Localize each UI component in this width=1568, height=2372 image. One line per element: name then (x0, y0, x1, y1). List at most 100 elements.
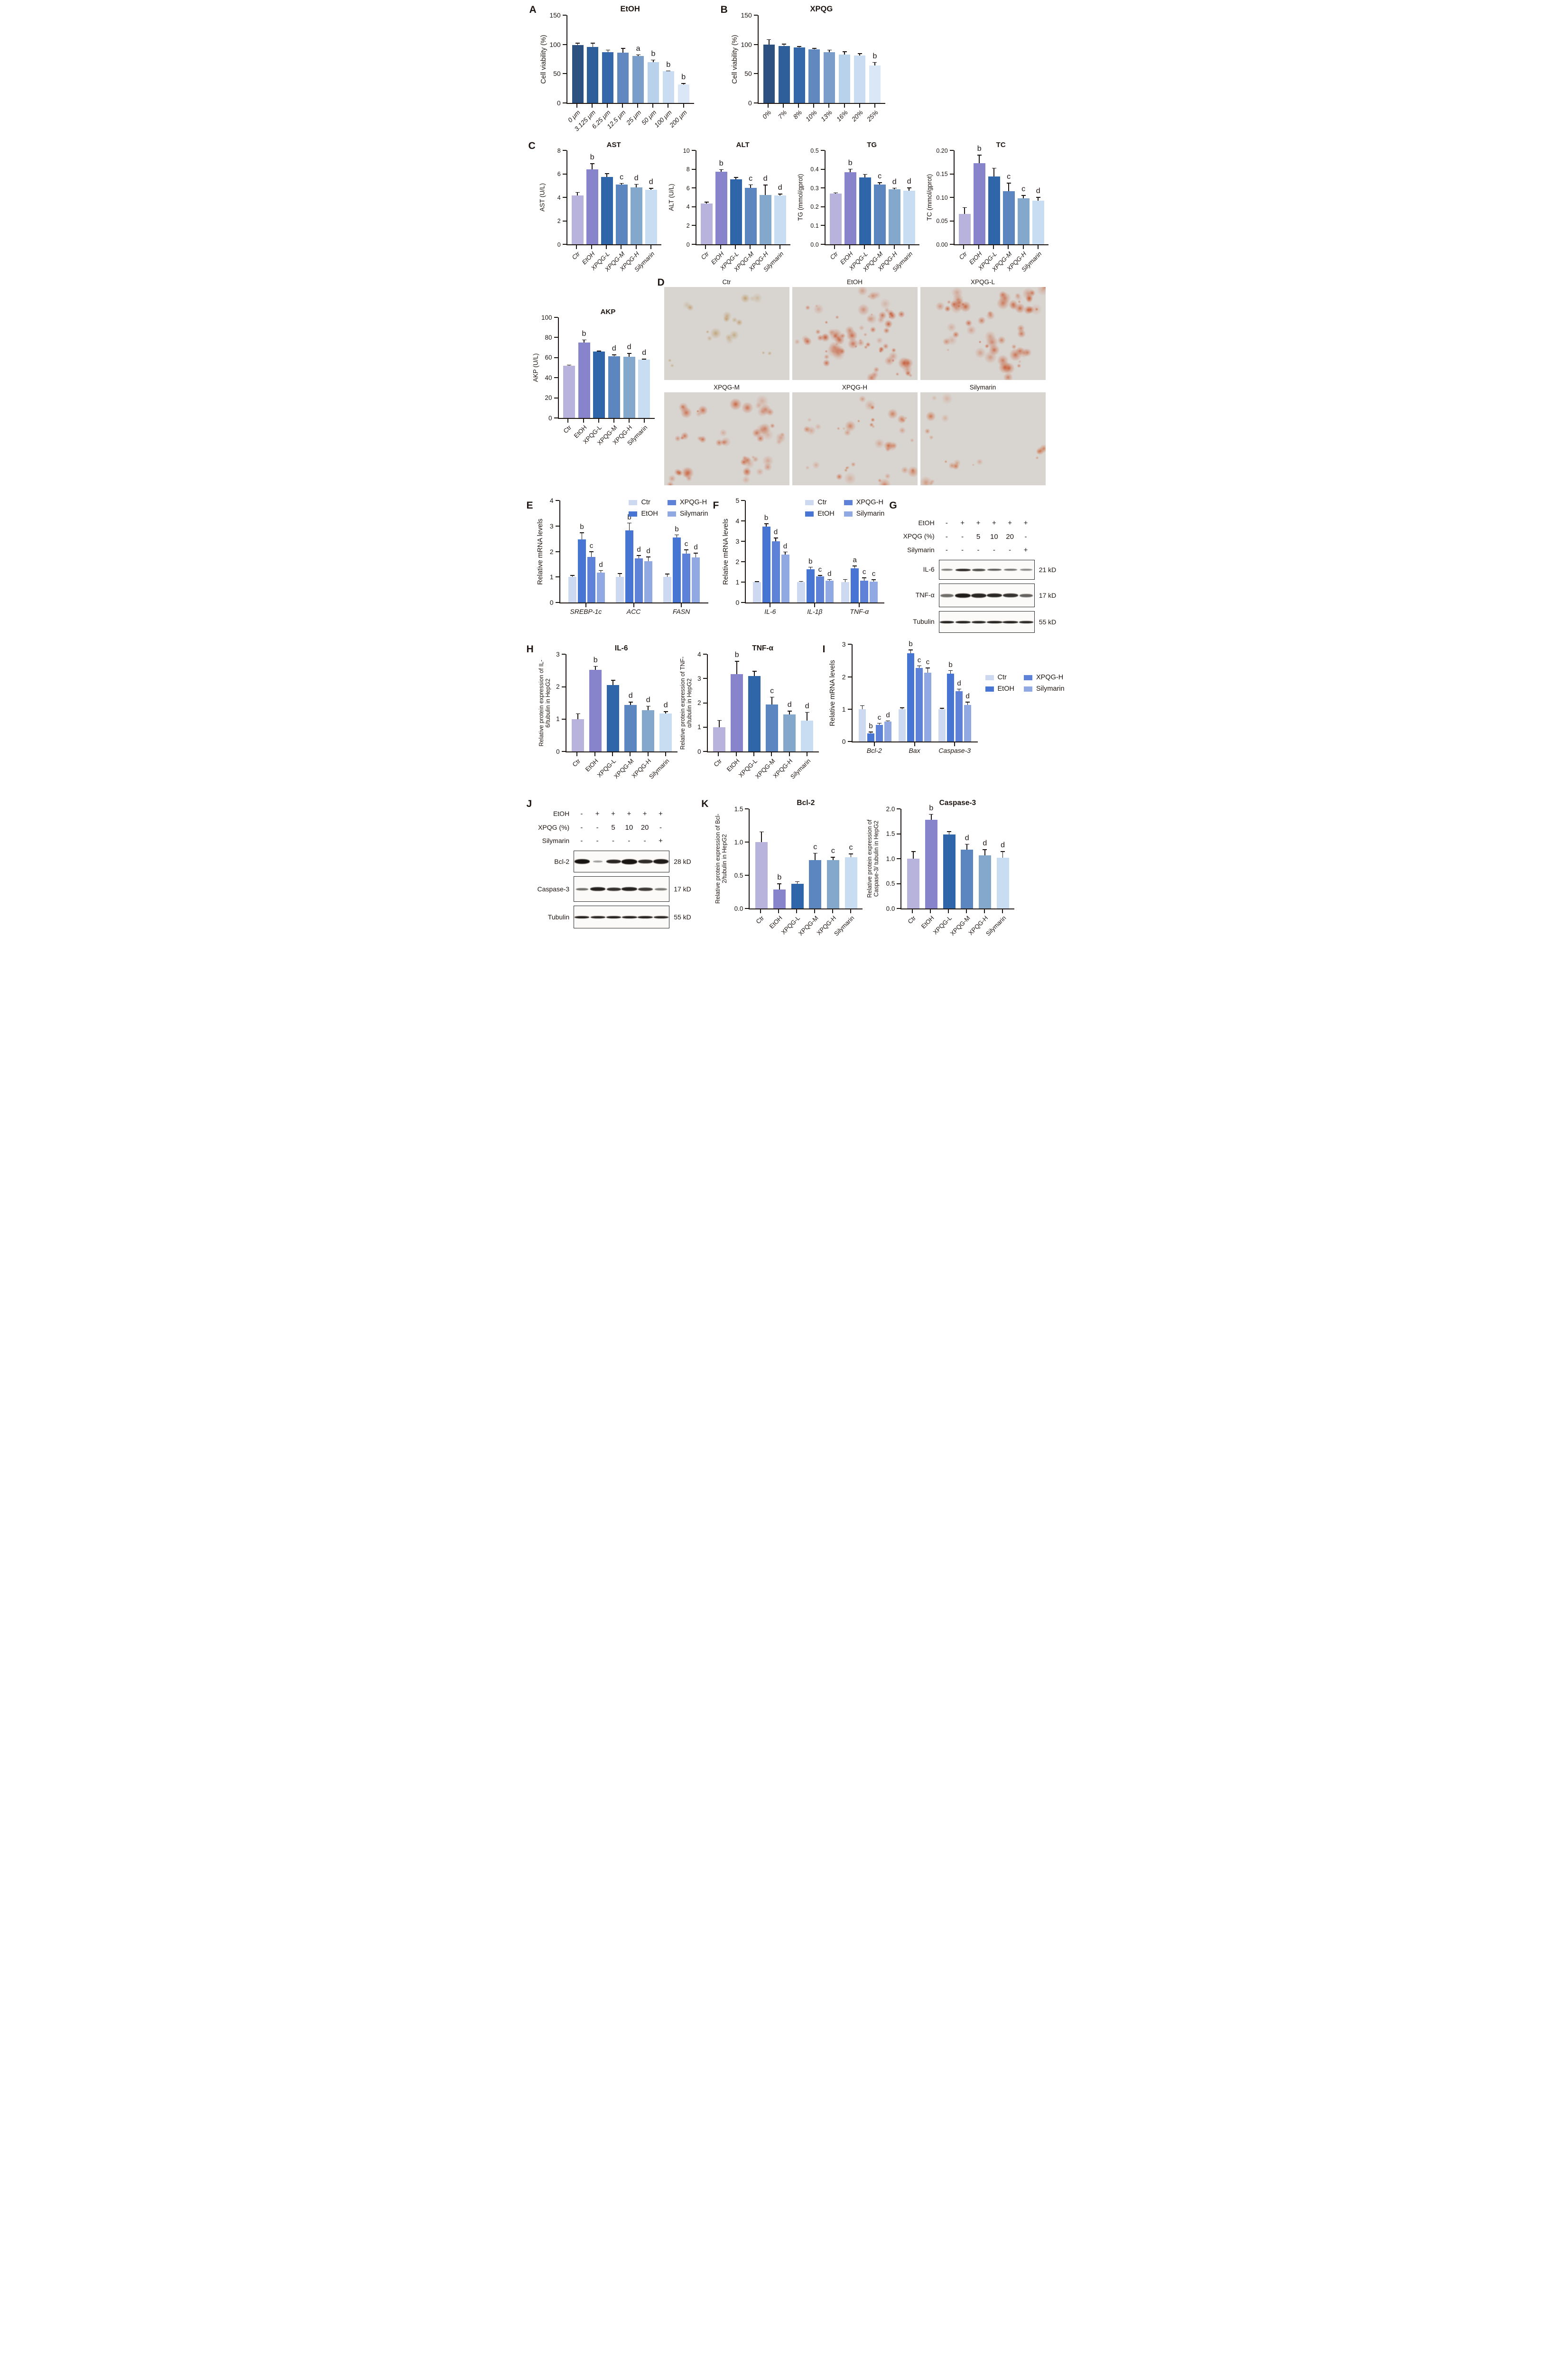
panel-letter-F: F (713, 500, 719, 511)
significance-letter: c (831, 846, 835, 855)
x-tick-mark (859, 603, 860, 607)
y-axis-label: Relative mRNA levels (722, 518, 730, 585)
significance-letter: b (929, 804, 934, 812)
significance-letter: b (808, 557, 813, 565)
group-label: IL-6 (764, 608, 776, 615)
error-bar (734, 177, 738, 180)
bar-slot: c (916, 644, 923, 742)
condition-symbol: + (595, 810, 600, 818)
bar-slot: c (842, 809, 860, 909)
panel-H: H IL-6 Relative protein expression of IL-… (527, 644, 819, 789)
condition-symbol: + (976, 519, 981, 528)
legend: Ctr EtOH XPQG-H Silymarin (629, 499, 708, 518)
y-tick-mark (741, 582, 745, 583)
blot-lane (987, 584, 1002, 607)
error-bar (797, 46, 801, 47)
y-tick-mark (745, 875, 749, 876)
legend-label: EtOH (641, 510, 658, 518)
y-tick-label: 0.1 (810, 222, 819, 229)
bar-slot (592, 317, 607, 418)
akp-column: AKP AKP (U/L) 0 20 40 60 80 100 b d d d Ctr EtOH XPQG-… (531, 278, 659, 450)
chart-title: AST (606, 141, 621, 149)
panel-I: I Relative mRNA levels 0 1 2 3 b c d b c c b d d Bcl-2… (823, 640, 1065, 760)
error-bar (929, 814, 933, 820)
x-tick-mark (963, 245, 965, 249)
y-axis-label: TG (mmol/gprot) (797, 174, 804, 221)
molecular-weight: 21 kD (1039, 566, 1057, 574)
y-tick-label: 2 (549, 547, 554, 556)
bar-Ctr (616, 577, 624, 602)
bar-XPQG-M (608, 356, 620, 418)
y-tick-label: 2 (686, 222, 690, 229)
blot-lane (1002, 612, 1019, 632)
bar-slot (940, 809, 958, 909)
error-bar (646, 556, 650, 561)
x-tick-mark (650, 245, 651, 249)
panel-B: B XPQG Cell viability (%) 0 50 100 150 b 0% 7% 8%… (721, 5, 885, 133)
row-cell-viability: A EtOH Cell viability (%) 0 50 100 150 a b b b 0 μ… (523, 0, 1046, 135)
bar-XPQG-M (615, 184, 628, 244)
bar-slot: d (622, 654, 640, 752)
significance-letter: b (666, 60, 671, 69)
significance-letter: d (965, 692, 970, 701)
y-axis-label: Relative protein expression of Caspase-3… (866, 819, 880, 898)
y-tick-label: 6 (557, 171, 561, 177)
bar-Silymarin (844, 857, 857, 909)
y-tick-label: 2 (842, 673, 846, 681)
x-tick-mark (637, 104, 639, 108)
x-axis-area: Ctr EtOH XPQG-L XPQG-M XPQG-H Silymarin (903, 909, 1011, 946)
image-row (664, 392, 1046, 485)
row-biochemistry: C AST AST (U/L) 0 2 4 6 8 b c d d Ctr EtOH XPQG-L XPQG… (523, 135, 1048, 278)
condition-symbol: - (596, 837, 599, 845)
condition-symbol: - (612, 837, 614, 845)
chart-body: AST (U/L) 0 2 4 6 8 b c d d Ctr EtOH XPQG-L XPQG-M XPQ… (538, 148, 661, 277)
bar-slot: b (578, 500, 586, 602)
bar-Ctr (938, 709, 946, 742)
image-label: Ctr (722, 278, 731, 286)
x-tick-mark (948, 909, 949, 914)
protein-band (622, 916, 637, 918)
x-tick-mark (1022, 245, 1024, 249)
row-mrna-and-blot: E Relative mRNA levels 0 1 2 3 4 b c d b d d b c d Ctr E… (523, 493, 1056, 639)
significance-letter: d (965, 834, 969, 842)
bar-XPQG-H (630, 187, 642, 244)
y-tick-mark (703, 751, 707, 752)
significance-letter: b (719, 159, 724, 167)
significance-letter: d (627, 343, 631, 352)
condition-symbol: 10 (990, 532, 998, 541)
x-tick-mark (652, 104, 654, 108)
error-bar (860, 705, 864, 709)
chart-etoh-cell-viability: EtOH Cell viability (%) 0 50 100 150 a b b b 0 μm 3… (539, 5, 694, 133)
y-tick-label: 100 (549, 40, 561, 48)
bar-slot: d (771, 500, 780, 602)
panel-letter-E: E (526, 500, 533, 511)
y-tick-mark (555, 500, 559, 501)
error-bar (590, 163, 594, 169)
protein-band (987, 593, 1002, 598)
protein-band (940, 593, 954, 597)
x-axis-area: IL-6 IL-1β TNF-α (748, 603, 881, 621)
error-bar (813, 852, 817, 860)
panel-G: G EtOH - + + + + + XPQG (%) - -5 10 20- Silymarin - - -… (889, 500, 1060, 637)
molecular-weight: 17 kD (674, 885, 691, 893)
y-tick-mark (555, 551, 559, 552)
blot-lane (653, 851, 669, 872)
error-bar (869, 732, 872, 734)
error-bar (877, 723, 881, 725)
y-tick-label: 4 (735, 517, 740, 525)
plot-area: b c d d (824, 150, 919, 245)
group-label: ACC (626, 608, 641, 615)
y-tick-mark (555, 576, 559, 578)
x-tick-mark (1002, 909, 1003, 914)
x-category-label: Ctr (828, 250, 840, 261)
y-tick-mark (847, 708, 852, 710)
error-bar (764, 523, 768, 527)
error-bar (799, 581, 803, 582)
image-row (664, 287, 1046, 380)
condition-symbol: 10 (625, 823, 633, 832)
y-tick-mark (820, 206, 825, 207)
y-tick-mark (561, 751, 566, 752)
significance-letter: c (813, 843, 817, 851)
y-tick-label: 0 (557, 241, 561, 248)
